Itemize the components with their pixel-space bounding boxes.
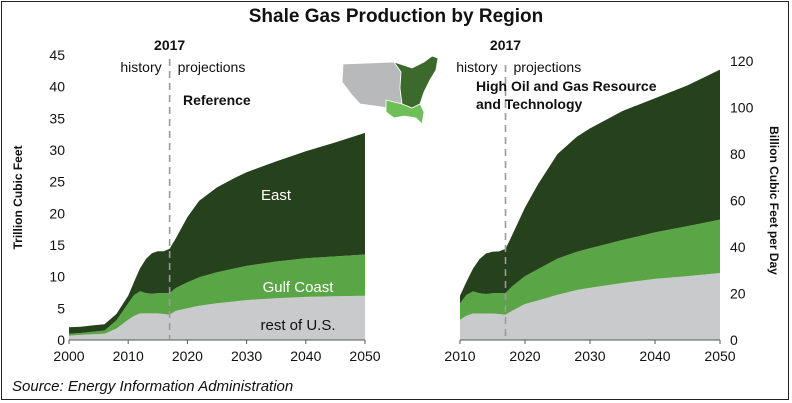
y-tick-label: 20 <box>730 286 746 302</box>
x-tick-label: 2000 <box>53 348 84 364</box>
y-tick-label: 0 <box>57 332 65 348</box>
gulf-coast-area-label: Gulf Coast <box>263 279 335 296</box>
map-east-region <box>392 55 439 109</box>
y-tick-label: 100 <box>730 100 754 116</box>
area-east <box>460 69 720 304</box>
x-tick-label: 2040 <box>639 348 670 364</box>
area-gulf-coast <box>460 219 720 320</box>
east-area-label: East <box>261 187 292 204</box>
area-gulf-coast <box>69 254 365 336</box>
y-tick-label: 120 <box>730 53 754 69</box>
x-tick-label: 2050 <box>704 348 735 364</box>
us-map-regions-icon <box>341 55 439 125</box>
y-tick-label: 15 <box>49 237 65 253</box>
x-tick-label: 2030 <box>231 348 262 364</box>
x-tick-label: 2040 <box>290 348 321 364</box>
chart-title: Shale Gas Production by Region <box>248 6 544 27</box>
x-tick-label: 2020 <box>172 348 203 364</box>
history-label: history <box>456 59 497 75</box>
y-tick-label: 0 <box>730 332 738 348</box>
y-tick-label: 80 <box>730 146 746 162</box>
y-axis-title: Trillion Cubic Feet <box>11 145 25 249</box>
x-tick-label: 2030 <box>574 348 605 364</box>
divider-year-label: 2017 <box>154 37 185 53</box>
y-tick-label: 20 <box>49 205 65 221</box>
x-tick-label: 2050 <box>349 348 380 364</box>
y-tick-label: 45 <box>49 47 65 63</box>
x-tick-label: 2010 <box>113 348 144 364</box>
x-tick-label: 2010 <box>444 348 475 364</box>
scenario-label-high-line1: High Oil and Gas Resource <box>476 78 657 94</box>
y-tick-label: 10 <box>49 269 65 285</box>
y-tick-label: 35 <box>49 110 65 126</box>
area-east <box>69 132 365 334</box>
area-rest-of-us <box>460 273 720 340</box>
x-tick-label: 2020 <box>509 348 540 364</box>
scenario-label-reference: Reference <box>183 92 251 108</box>
divider-year-label: 2017 <box>490 37 521 53</box>
rest-of-us-area-label: rest of U.S. <box>260 317 335 334</box>
source-note: Source: Energy Information Administratio… <box>12 378 294 395</box>
map-gulf-region <box>385 99 425 125</box>
scenario-label-high-line2: and Technology <box>476 96 583 112</box>
y-tick-label: 25 <box>49 174 65 190</box>
projections-label: projections <box>178 59 246 75</box>
y-tick-label: 60 <box>730 193 746 209</box>
history-label: history <box>120 59 161 75</box>
y-axis-title: Billion Cubic Feet per Day <box>767 126 781 275</box>
y-tick-label: 30 <box>49 142 65 158</box>
left-chart: 0 5 10 15 20 25 30 35 40 45 2000 2010 2020 2030 2040 20… <box>11 37 381 364</box>
y-tick-label: 5 <box>57 300 65 316</box>
projections-label: projections <box>514 59 582 75</box>
area-rest-of-us <box>69 295 365 340</box>
y-tick-label: 40 <box>730 239 746 255</box>
y-tick-label: 40 <box>49 79 65 95</box>
